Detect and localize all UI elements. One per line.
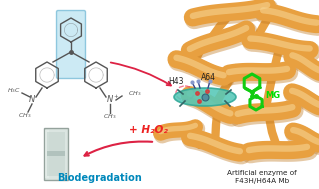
FancyBboxPatch shape: [56, 11, 85, 78]
Text: $CH_3$: $CH_3$: [128, 90, 141, 98]
Text: $CH_3$: $CH_3$: [18, 112, 32, 120]
Text: $H_3C$: $H_3C$: [7, 87, 21, 95]
Text: H43: H43: [168, 77, 184, 87]
Text: + H₂O₂: + H₂O₂: [129, 125, 167, 135]
Text: N: N: [107, 95, 113, 105]
Text: +: +: [114, 94, 118, 98]
FancyArrowPatch shape: [111, 63, 171, 85]
Text: Artificial enzyme of: Artificial enzyme of: [227, 170, 297, 176]
Text: Biodegradation: Biodegradation: [58, 173, 142, 183]
Bar: [45, 130, 49, 178]
Text: N: N: [29, 95, 35, 105]
Text: $CH_3$: $CH_3$: [103, 113, 117, 122]
Text: A64: A64: [201, 74, 216, 83]
Bar: [47, 151, 65, 156]
Ellipse shape: [174, 88, 236, 106]
Text: F43H/H64A Mb: F43H/H64A Mb: [235, 178, 289, 184]
Bar: [47, 132, 65, 176]
FancyArrowPatch shape: [85, 142, 152, 156]
Text: MG: MG: [265, 91, 280, 99]
FancyBboxPatch shape: [44, 128, 68, 180]
